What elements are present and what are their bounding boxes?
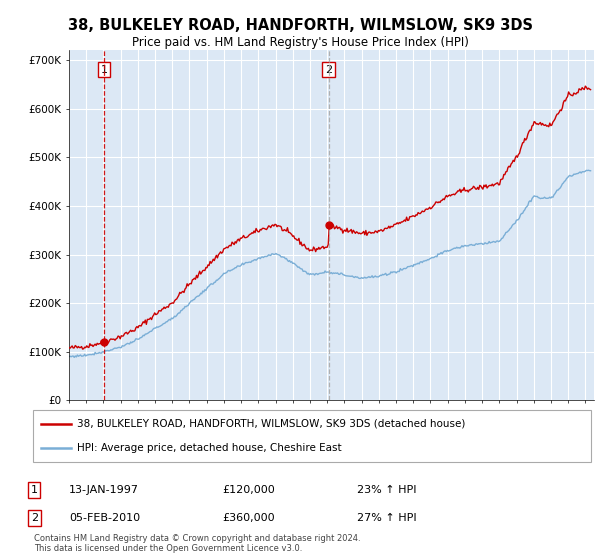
Text: 1: 1	[101, 64, 107, 74]
Text: 1: 1	[31, 485, 38, 495]
Text: HPI: Average price, detached house, Cheshire East: HPI: Average price, detached house, Ches…	[77, 443, 341, 453]
Text: 38, BULKELEY ROAD, HANDFORTH, WILMSLOW, SK9 3DS: 38, BULKELEY ROAD, HANDFORTH, WILMSLOW, …	[67, 18, 533, 32]
Text: 23% ↑ HPI: 23% ↑ HPI	[357, 485, 416, 495]
Text: 05-FEB-2010: 05-FEB-2010	[69, 513, 140, 523]
Text: £360,000: £360,000	[222, 513, 275, 523]
Text: Contains HM Land Registry data © Crown copyright and database right 2024.
This d: Contains HM Land Registry data © Crown c…	[34, 534, 361, 553]
FancyBboxPatch shape	[33, 410, 591, 462]
Text: 2: 2	[325, 64, 332, 74]
Text: 38, BULKELEY ROAD, HANDFORTH, WILMSLOW, SK9 3DS (detached house): 38, BULKELEY ROAD, HANDFORTH, WILMSLOW, …	[77, 419, 465, 429]
Text: Price paid vs. HM Land Registry's House Price Index (HPI): Price paid vs. HM Land Registry's House …	[131, 36, 469, 49]
Text: 2: 2	[31, 513, 38, 523]
Text: £120,000: £120,000	[222, 485, 275, 495]
Text: 13-JAN-1997: 13-JAN-1997	[69, 485, 139, 495]
Text: 27% ↑ HPI: 27% ↑ HPI	[357, 513, 416, 523]
